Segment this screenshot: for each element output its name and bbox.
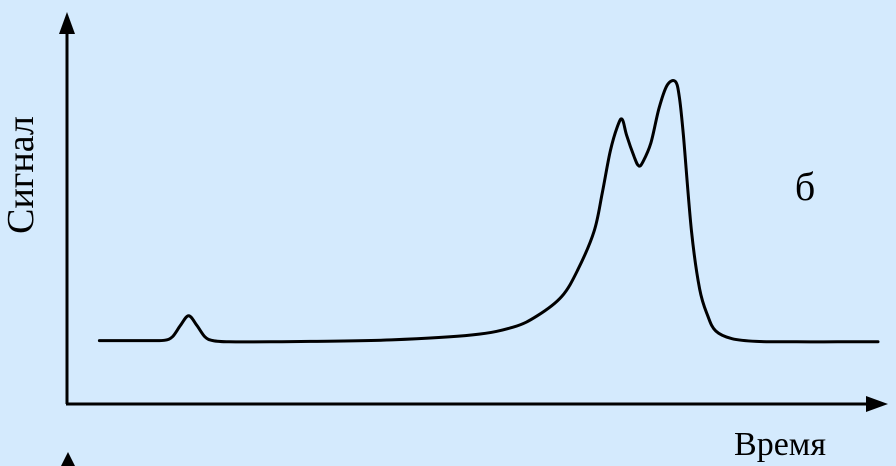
cropped-arrowhead-decoration	[61, 452, 75, 466]
series-line-signal	[97, 79, 880, 344]
panel-annotation: б	[795, 164, 815, 209]
x-axis-arrowhead	[866, 396, 888, 412]
y-axis-arrowhead	[59, 12, 75, 34]
x-axis-label: Время	[734, 426, 826, 463]
y-axis-label: Сигнал	[0, 116, 42, 234]
